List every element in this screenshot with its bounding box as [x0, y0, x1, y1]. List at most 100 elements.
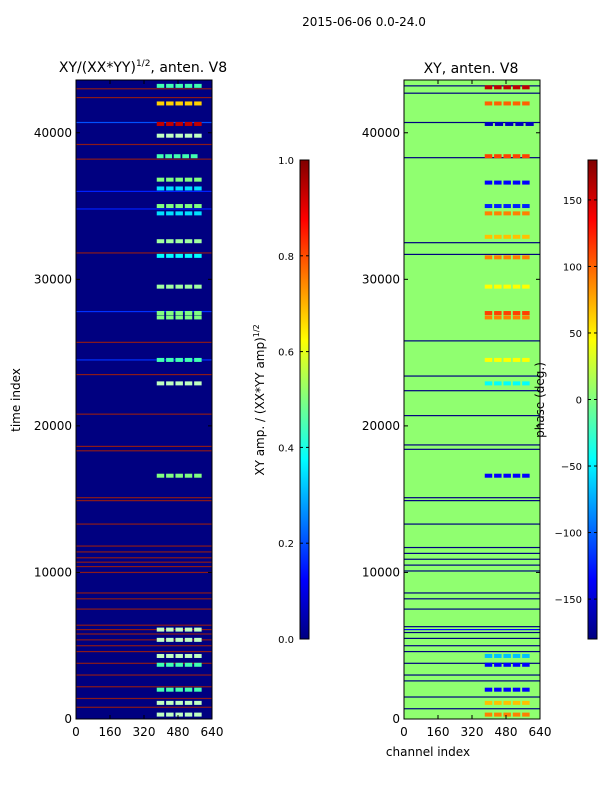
heatmap-cell-block: [503, 315, 511, 320]
heatmap-cell-block: [484, 85, 493, 90]
heatmap-row-stripe: [404, 650, 540, 653]
x-tick-label: 320: [133, 725, 156, 739]
heatmap-cell-block: [525, 121, 534, 126]
heatmap-cell-block: [512, 101, 521, 106]
heatmap-cell-block: [512, 687, 521, 692]
heatmap-cell-block: [484, 653, 493, 658]
heatmap-cell-block: [194, 177, 202, 182]
panel-amplitude-ylabel: time index: [9, 368, 23, 432]
heatmap-cell-block: [156, 653, 165, 658]
heatmap-cell-block: [184, 133, 193, 138]
colorbar-tick-label: 150: [563, 196, 582, 207]
heatmap-cell-block: [484, 315, 493, 320]
panel-amplitude: XY/(XX*YY)1/2, anten. V8 0 160 320 480 640 0 1…: [9, 59, 227, 739]
heatmap-cell-block: [184, 204, 193, 209]
panel-phase-xlabel: channel index: [386, 745, 470, 759]
heatmap-cell-block: [175, 83, 183, 88]
heatmap-cell-block: [484, 180, 493, 185]
y-tick-label: 30000: [34, 272, 72, 286]
heatmap-cell-block: [184, 83, 193, 88]
heatmap-cell-block: [522, 700, 530, 705]
heatmap-cell-block: [503, 101, 511, 106]
colorbar-amplitude-label-sup: 1/2: [252, 324, 261, 337]
colorbar-tick-label: 0: [576, 396, 582, 407]
x-tick-label: 0: [400, 725, 408, 739]
heatmap-row-stripe: [404, 157, 540, 159]
x-tick-label: 0: [72, 725, 80, 739]
heatmap-row-stripe: [76, 571, 212, 574]
heatmap-row-stripe: [404, 598, 540, 600]
heatmap-cell-block: [166, 204, 174, 209]
heatmap-row-stripe: [76, 497, 212, 499]
heatmap-cell-block: [166, 239, 174, 244]
heatmap-cell-block: [503, 204, 511, 209]
heatmap-cell-block: [494, 311, 502, 316]
heatmap-cell-block: [494, 700, 502, 705]
heatmap-cell-block: [175, 687, 183, 692]
heatmap-row-stripe: [404, 448, 540, 450]
heatmap-cell-block: [522, 687, 530, 692]
heatmap-row-stripe: [76, 373, 212, 376]
y-tick-label: 40000: [362, 126, 400, 140]
heatmap-row-stripe: [76, 96, 212, 99]
colorbar-amplitude-label-main: XY amp. / (XX*YY amp): [253, 337, 267, 475]
heatmap-cell-block: [175, 473, 183, 478]
heatmap-cell-block: [494, 662, 502, 667]
heatmap-row-stripe: [76, 686, 212, 688]
heatmap-cell-block: [166, 653, 174, 658]
heatmap-row-stripe: [76, 565, 212, 568]
heatmap-cell-block: [484, 687, 493, 692]
heatmap-cell-block: [484, 381, 493, 386]
heatmap-cell-block: [494, 473, 502, 478]
heatmap-cell-block: [194, 473, 202, 478]
heatmap-cell-block: [175, 211, 183, 216]
heatmap-cell-block: [484, 712, 493, 717]
heatmap-cell-block: [522, 473, 530, 478]
heatmap-cell-block: [166, 637, 174, 642]
heatmap-cell-block: [512, 662, 521, 667]
heatmap-cell-block: [494, 180, 502, 185]
heatmap-row-stripe: [404, 570, 540, 572]
heatmap-cell-block: [512, 473, 521, 478]
heatmap-cell-block: [156, 186, 165, 191]
heatmap-row-stripe: [404, 444, 540, 446]
heatmap-row-stripe: [76, 121, 212, 124]
heatmap-cell-block: [156, 154, 164, 159]
heatmap-cell-block: [494, 712, 502, 717]
heatmap-cell-block: [522, 653, 530, 658]
heatmap-cell-block: [175, 186, 183, 191]
heatmap-cell-block: [512, 180, 521, 185]
heatmap-row-stripe: [404, 645, 540, 647]
heatmap-cell-block: [522, 154, 530, 159]
heatmap-cell-block: [156, 311, 165, 316]
heatmap-cell-block: [484, 357, 493, 362]
heatmap-cell-block: [494, 315, 502, 320]
heatmap-cell-block: [184, 381, 193, 386]
heatmap-cell-block: [184, 712, 193, 717]
heatmap-cell-block: [175, 700, 183, 705]
heatmap-cell-block: [184, 253, 193, 258]
heatmap-row-stripe: [404, 628, 540, 631]
heatmap-row-stripe: [404, 608, 540, 610]
heatmap-row-stripe: [404, 558, 540, 560]
heatmap-cell-block: [484, 101, 493, 106]
y-tick-label: 20000: [362, 419, 400, 433]
x-tick-label: 640: [529, 725, 552, 739]
heatmap-cell-block: [156, 133, 165, 138]
heatmap-cell-block: [494, 255, 502, 260]
colorbar-gradient: [299, 159, 310, 640]
heatmap-cell-block: [503, 712, 511, 717]
heatmap-row-stripe: [76, 158, 212, 160]
panel-amplitude-title-main: XY/(XX*YY): [59, 60, 136, 76]
y-tick-label: 30000: [362, 272, 400, 286]
heatmap-cell-block: [166, 311, 174, 316]
heatmap-cell-block: [503, 473, 511, 478]
heatmap-cell-block: [522, 180, 530, 185]
panel-amplitude-title-tail: , anten. V8: [150, 60, 227, 76]
heatmap-cell-block: [494, 234, 502, 239]
heatmap-row-stripe: [404, 85, 540, 87]
heatmap-cell-block: [184, 101, 193, 106]
heatmap-cell-block: [175, 712, 183, 717]
heatmap-cell-block: [503, 381, 511, 386]
